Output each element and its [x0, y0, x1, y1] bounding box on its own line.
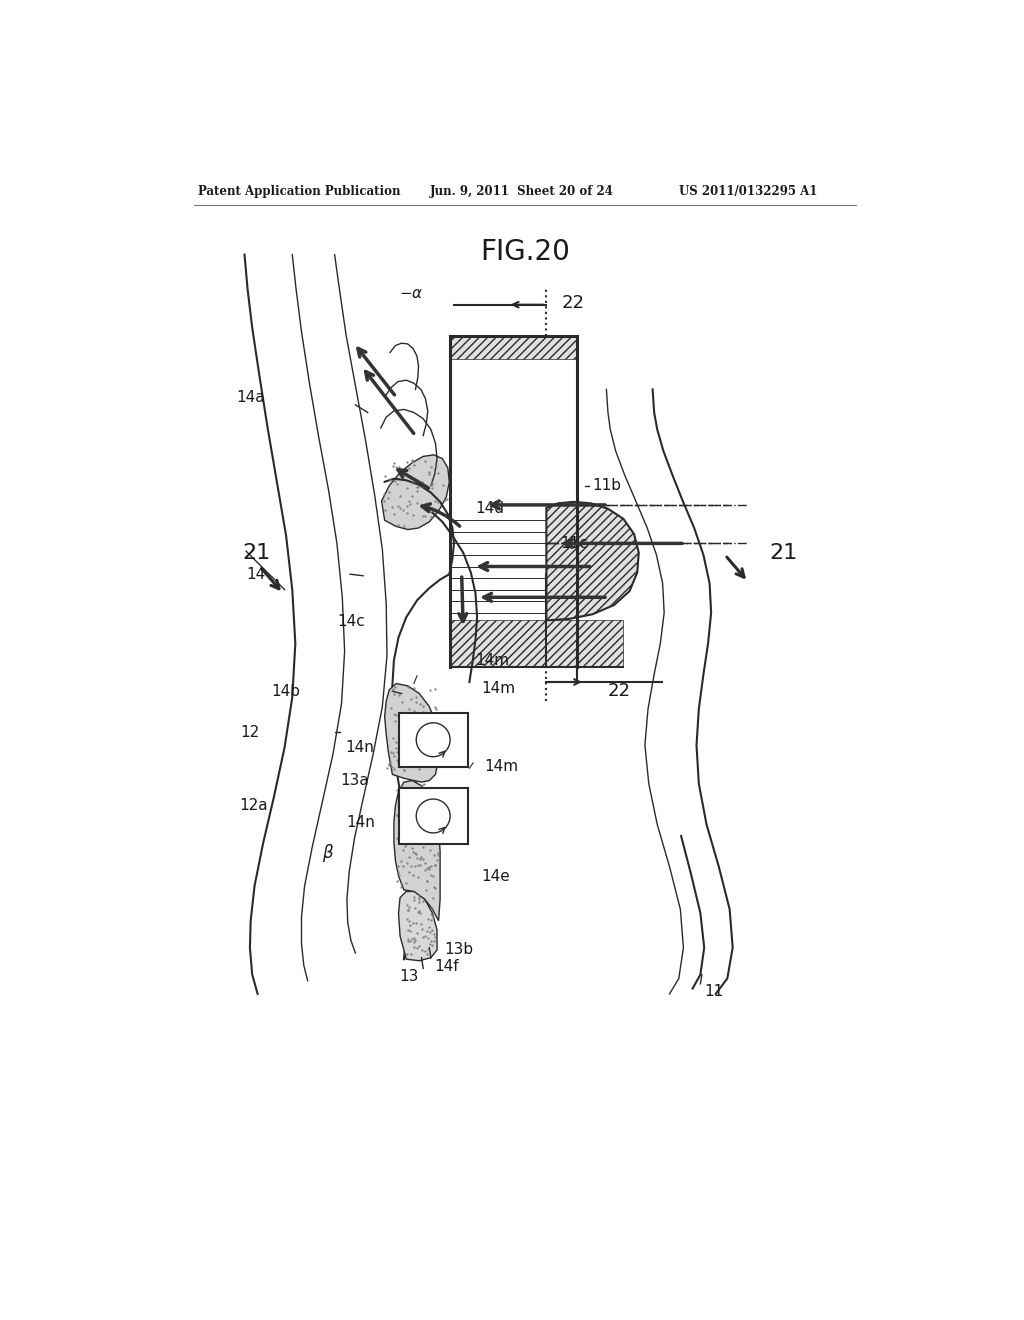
FancyBboxPatch shape: [398, 788, 468, 843]
Text: 13: 13: [399, 969, 419, 983]
Text: Jun. 9, 2011  Sheet 20 of 24: Jun. 9, 2011 Sheet 20 of 24: [430, 185, 614, 198]
FancyArrowPatch shape: [459, 577, 467, 622]
Polygon shape: [398, 891, 437, 961]
Text: 11: 11: [705, 983, 724, 999]
Text: 14m: 14m: [475, 653, 510, 668]
Polygon shape: [451, 335, 578, 359]
Polygon shape: [547, 502, 639, 620]
FancyArrowPatch shape: [366, 371, 414, 433]
Text: 14n: 14n: [345, 741, 374, 755]
Text: 14f: 14f: [435, 960, 460, 974]
Text: 13a: 13a: [341, 774, 370, 788]
Polygon shape: [385, 684, 438, 781]
Polygon shape: [394, 780, 440, 921]
Text: 14n: 14n: [346, 814, 376, 830]
FancyArrowPatch shape: [483, 594, 605, 601]
Polygon shape: [451, 620, 624, 667]
Text: 13b: 13b: [444, 942, 474, 957]
Text: 12a: 12a: [239, 797, 267, 813]
Text: 14: 14: [246, 566, 265, 582]
Text: 14m: 14m: [484, 759, 519, 775]
Text: 11b: 11b: [593, 478, 622, 494]
Text: 11c: 11c: [560, 536, 588, 550]
Text: 22: 22: [608, 682, 631, 700]
Text: US 2011/0132295 A1: US 2011/0132295 A1: [679, 185, 817, 198]
FancyArrowPatch shape: [358, 348, 394, 395]
Text: $\beta$: $\beta$: [322, 842, 334, 865]
Text: 14d: 14d: [475, 502, 505, 516]
Text: 14a: 14a: [237, 389, 265, 405]
FancyBboxPatch shape: [398, 713, 468, 767]
Text: 14e: 14e: [481, 869, 510, 883]
Text: FIG.20: FIG.20: [480, 238, 569, 265]
Text: 12: 12: [241, 725, 260, 739]
FancyArrowPatch shape: [422, 504, 460, 527]
Text: 14m: 14m: [481, 681, 516, 696]
Polygon shape: [382, 455, 450, 529]
FancyArrowPatch shape: [480, 562, 590, 570]
Text: Patent Application Publication: Patent Application Publication: [198, 185, 400, 198]
FancyArrowPatch shape: [398, 470, 428, 488]
Text: $-\alpha$: $-\alpha$: [398, 285, 423, 301]
Text: 14c: 14c: [338, 614, 366, 630]
Text: 14b: 14b: [271, 684, 300, 698]
Text: 21: 21: [770, 543, 798, 562]
FancyArrowPatch shape: [564, 540, 682, 548]
Text: 21: 21: [242, 543, 270, 562]
FancyArrowPatch shape: [492, 502, 605, 508]
Text: 22: 22: [562, 294, 585, 312]
